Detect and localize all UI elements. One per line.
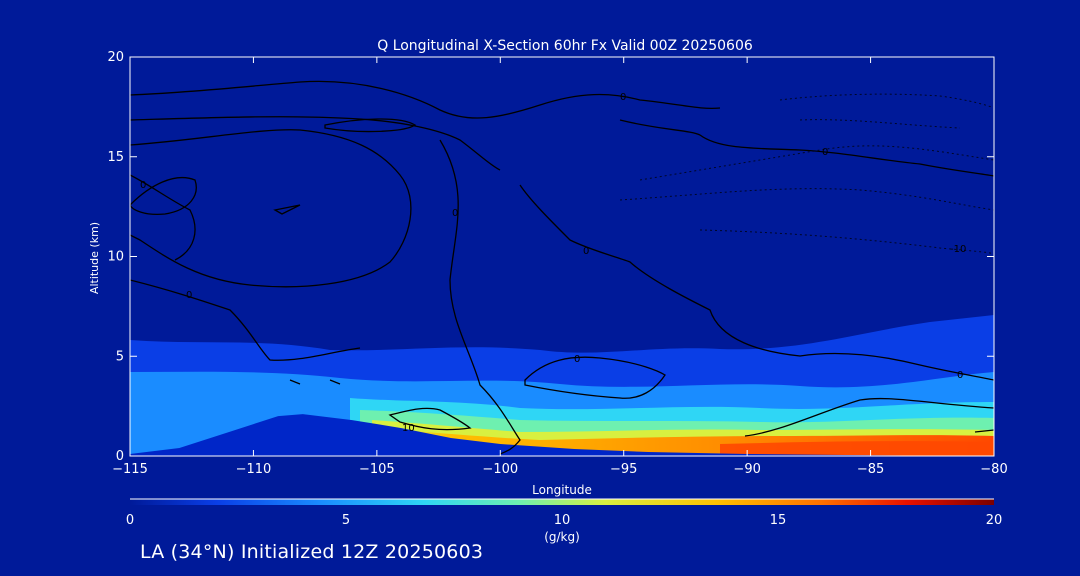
contour-line (130, 80, 721, 119)
contour-line (619, 119, 994, 177)
contour-label: -10 (950, 244, 966, 255)
contour-line (289, 379, 341, 385)
contour-line (130, 129, 412, 288)
colorbar-ticks: 0 5 10 15 20 (126, 513, 1002, 528)
contour-label: 10 (402, 423, 415, 434)
contour-line (639, 145, 994, 181)
contour-line (324, 118, 417, 133)
colorbar (130, 499, 994, 505)
terrain-profile (130, 414, 994, 456)
contour-line (388, 407, 472, 431)
contour-line (744, 397, 994, 437)
y-axis: 0 5 10 15 20 (107, 50, 994, 464)
x-tick-label: −95 (610, 462, 637, 477)
contour-line (130, 116, 501, 171)
y-tick-label: 20 (107, 50, 124, 65)
x-axis-label: Longitude (532, 483, 592, 497)
x-tick-label: −100 (482, 462, 518, 477)
contour-line (699, 229, 994, 255)
contour-line (439, 139, 521, 455)
contour-label: 0 (822, 147, 828, 158)
y-tick-label: 5 (116, 349, 124, 364)
contour-lines (130, 80, 994, 455)
contour-label: 0 (140, 180, 146, 191)
chart-title: Q Longitudinal X-Section 60hr Fx Valid 0… (377, 38, 753, 54)
contour-label: 0 (583, 246, 589, 257)
x-tick-label: −105 (359, 462, 395, 477)
colorbar-tick-label: 5 (342, 513, 350, 528)
contour-label: 0 (452, 208, 458, 219)
y-tick-label: 15 (107, 150, 124, 165)
colorbar-unit-label: (g/kg) (544, 530, 580, 544)
plot-field: 0 0 0 0 0 0 0 10 -10 0 (130, 57, 994, 456)
contour-label-group: 0 0 0 0 0 0 0 10 -10 0 (140, 92, 966, 434)
colorbar-tick-label: 15 (770, 513, 787, 528)
colorbar-tick-label: 10 (554, 513, 571, 528)
x-tick-label: −85 (857, 462, 884, 477)
contour-label: 0 (620, 92, 626, 103)
contour-line (524, 356, 666, 399)
contour-label: 0 (957, 370, 963, 381)
contour-line (273, 204, 301, 215)
colorbar-tick-label: 0 (126, 513, 134, 528)
x-tick-label: −110 (236, 462, 272, 477)
negative-contours (619, 93, 994, 255)
contour-line (619, 188, 994, 211)
contour-line (130, 279, 361, 361)
init-footer: LA (34°N) Initialized 12Z 20250603 (140, 541, 484, 563)
contour-line (130, 176, 197, 216)
contour-line (974, 429, 994, 433)
y-tick-label: 10 (107, 250, 124, 265)
contour-line (799, 119, 961, 129)
x-tick-label: −90 (733, 462, 760, 477)
moisture-layer-surface (720, 441, 994, 456)
contour-line (130, 174, 196, 261)
x-tick-label: −80 (980, 462, 1007, 477)
x-axis: −115 −110 −105 −100 −95 −90 −85 −80 (112, 57, 1008, 477)
colorbar-tick-label: 20 (986, 513, 1003, 528)
contour-line (519, 184, 994, 381)
y-axis-label: Altitude (km) (88, 222, 101, 294)
contour-label: 0 (574, 354, 580, 365)
contour-label: 0 (186, 290, 192, 301)
y-tick-label: 0 (116, 449, 124, 464)
x-tick-label: −115 (112, 462, 148, 477)
